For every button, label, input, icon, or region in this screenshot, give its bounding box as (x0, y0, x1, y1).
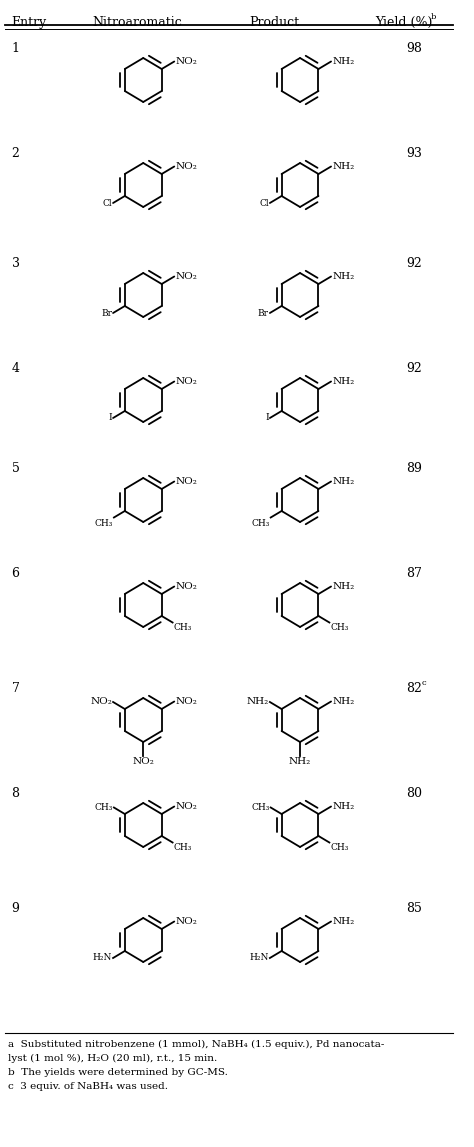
Text: CH₃: CH₃ (95, 518, 113, 528)
Text: 80: 80 (407, 787, 422, 799)
Text: NO₂: NO₂ (175, 802, 197, 811)
Text: 2: 2 (12, 147, 19, 159)
Text: Cl: Cl (259, 198, 269, 208)
Text: Product: Product (250, 16, 300, 29)
Text: NH₂: NH₂ (332, 57, 354, 67)
Text: NH₂: NH₂ (332, 477, 354, 486)
Text: NO₂: NO₂ (175, 272, 197, 281)
Text: 92: 92 (407, 257, 422, 270)
Text: c: c (422, 679, 427, 687)
Text: b  The yields were determined by GC-MS.: b The yields were determined by GC-MS. (8, 1068, 228, 1077)
Text: NO₂: NO₂ (175, 916, 197, 926)
Text: NH₂: NH₂ (332, 377, 354, 387)
Text: H₂N: H₂N (93, 953, 112, 962)
Text: CH₃: CH₃ (95, 803, 113, 812)
Text: CH₃: CH₃ (173, 843, 192, 852)
Text: Br: Br (101, 309, 112, 318)
Text: CH₃: CH₃ (330, 624, 349, 632)
Text: CH₃: CH₃ (173, 624, 192, 632)
Text: 82: 82 (407, 682, 422, 695)
Text: 6: 6 (12, 567, 19, 580)
Text: NH₂: NH₂ (332, 272, 354, 281)
Text: CH₃: CH₃ (251, 518, 270, 528)
Text: CH₃: CH₃ (251, 803, 270, 812)
Text: Entry: Entry (12, 16, 47, 29)
Text: 98: 98 (407, 42, 422, 55)
Text: NO₂: NO₂ (175, 582, 197, 591)
Text: NH₂: NH₂ (246, 697, 269, 707)
Text: 7: 7 (12, 682, 19, 695)
Text: NO₂: NO₂ (175, 57, 197, 67)
Text: 87: 87 (407, 567, 422, 580)
Text: NH₂: NH₂ (332, 697, 354, 707)
Text: 93: 93 (407, 147, 422, 159)
Text: I: I (265, 414, 269, 422)
Text: a  Substituted nitrobenzene (1 mmol), NaBH₄ (1.5 equiv.), Pd nanocata-: a Substituted nitrobenzene (1 mmol), NaB… (8, 1040, 384, 1050)
Text: NH₂: NH₂ (332, 582, 354, 591)
Text: NO₂: NO₂ (90, 697, 112, 707)
Text: NO₂: NO₂ (175, 477, 197, 486)
Text: NO₂: NO₂ (175, 377, 197, 387)
Text: 89: 89 (407, 462, 422, 475)
Text: NH₂: NH₂ (332, 162, 354, 171)
Text: 4: 4 (12, 362, 19, 375)
Text: 85: 85 (407, 902, 422, 915)
Text: Br: Br (258, 309, 269, 318)
Text: NO₂: NO₂ (175, 162, 197, 171)
Text: 9: 9 (12, 902, 19, 915)
Text: lyst (1 mol %), H₂O (20 ml), r.t., 15 min.: lyst (1 mol %), H₂O (20 ml), r.t., 15 mi… (8, 1054, 217, 1063)
Text: Yield (%): Yield (%) (375, 16, 433, 29)
Text: NH₂: NH₂ (332, 802, 354, 811)
Text: 3: 3 (12, 257, 19, 270)
Text: NH₂: NH₂ (332, 916, 354, 926)
Text: 92: 92 (407, 362, 422, 375)
Text: 1: 1 (12, 42, 19, 55)
Text: 8: 8 (12, 787, 19, 799)
Text: Cl: Cl (102, 198, 112, 208)
Text: CH₃: CH₃ (330, 843, 349, 852)
Text: NO₂: NO₂ (175, 697, 197, 707)
Text: I: I (109, 414, 112, 422)
Text: H₂N: H₂N (249, 953, 269, 962)
Text: 5: 5 (12, 462, 19, 475)
Text: Nitroaromatic: Nitroaromatic (92, 16, 182, 29)
Text: b: b (431, 13, 436, 21)
Text: NO₂: NO₂ (132, 757, 154, 766)
Text: NH₂: NH₂ (289, 757, 311, 766)
Text: c  3 equiv. of NaBH₄ was used.: c 3 equiv. of NaBH₄ was used. (8, 1082, 168, 1091)
